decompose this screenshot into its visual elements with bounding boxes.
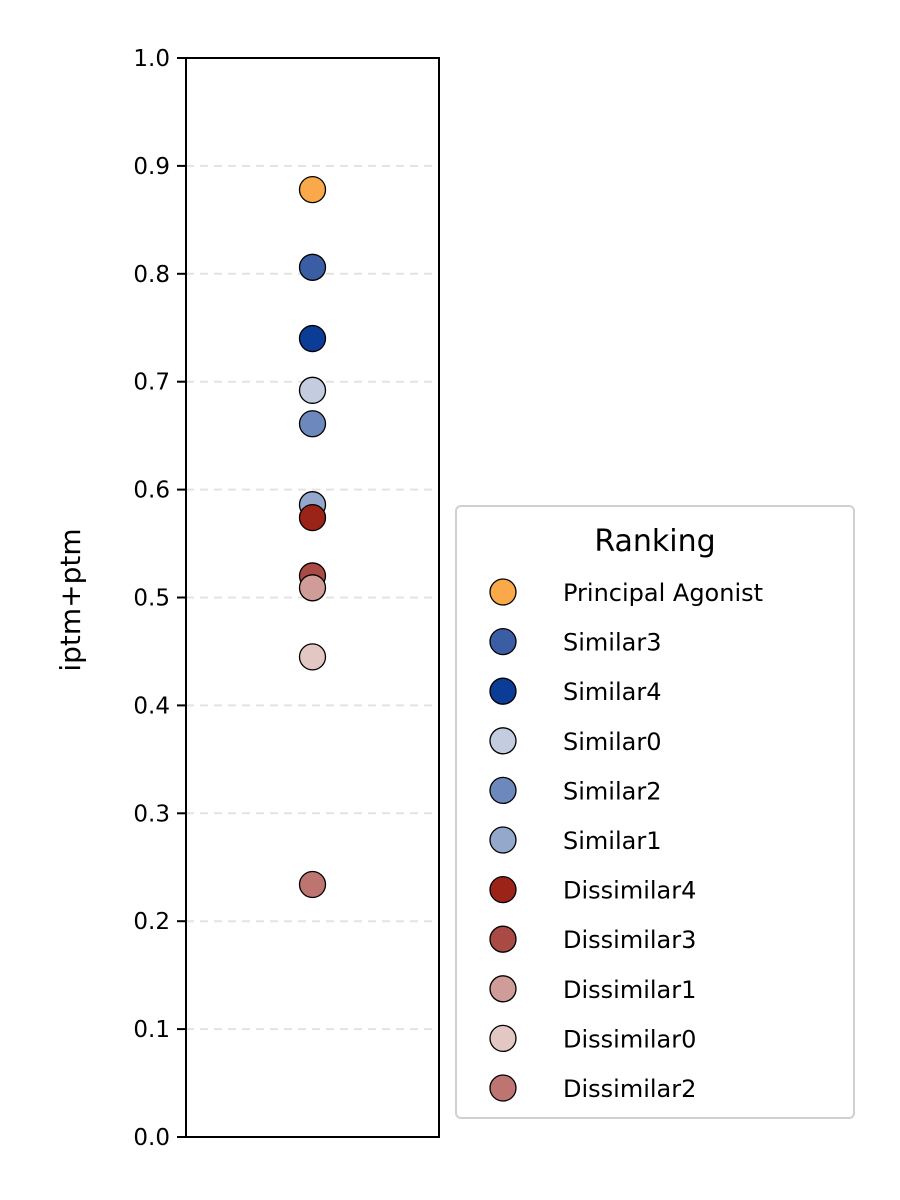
data-point (298, 376, 327, 404)
legend-label: Dissimilar4 (563, 877, 696, 905)
legend-item: Similar2 (489, 776, 661, 805)
data-point (298, 504, 327, 532)
legend-label: Similar4 (563, 678, 661, 706)
legend-marker (489, 677, 517, 705)
legend-item: Similar4 (489, 677, 661, 706)
y-tick-label: 0.8 (133, 262, 170, 288)
legend-label: Similar2 (563, 777, 661, 805)
data-points (298, 175, 327, 899)
legend-item: Dissimilar0 (489, 1024, 696, 1053)
y-tick-label: 0.0 (133, 1125, 170, 1151)
y-tick-label: 0.1 (133, 1017, 170, 1043)
data-point (298, 410, 327, 438)
y-axis: 0.0 0.1 0.2 0.3 0.4 0.5 0.6 0.7 0.8 0.9 1.0 (133, 46, 186, 1151)
y-tick-label: 0.9 (133, 154, 170, 180)
y-tick-label: 0.2 (133, 909, 170, 935)
legend-item: Similar0 (489, 727, 661, 756)
legend-marker (489, 1074, 517, 1102)
legend-label: Similar3 (563, 629, 661, 657)
y-axis-label: iptm+ptm (54, 528, 87, 671)
legend: Ranking Principal Agonist Similar3 Similar… (455, 505, 855, 1119)
legend-marker (489, 776, 517, 805)
legend-label: Similar0 (563, 728, 661, 756)
data-point (298, 175, 327, 204)
legend-item: Dissimilar3 (489, 925, 696, 954)
legend-frame (455, 505, 855, 1119)
legend-marker (489, 925, 517, 953)
legend-marker (489, 578, 517, 606)
legend-item: Principal Agonist (489, 578, 763, 607)
legend-marker (489, 875, 517, 904)
legend-title: Ranking (594, 524, 715, 559)
y-tick-label: 0.4 (133, 693, 170, 719)
legend-item: Similar3 (489, 627, 661, 657)
y-tick-label: 0.6 (133, 478, 170, 504)
data-point (298, 643, 327, 671)
legend-item: Dissimilar1 (489, 975, 696, 1004)
legend-marker (489, 727, 517, 755)
legend-items: Principal Agonist Similar3 Similar4 Similar… (489, 578, 763, 1103)
y-tick-label: 0.5 (133, 586, 170, 612)
legend-label: Principal Agonist (563, 579, 763, 607)
data-point (298, 324, 327, 353)
legend-label: Dissimilar1 (563, 976, 696, 1004)
y-tick-label: 1.0 (133, 46, 170, 72)
legend-marker (489, 627, 517, 656)
legend-label: Dissimilar2 (563, 1075, 696, 1103)
legend-marker (489, 1024, 517, 1053)
legend-marker (489, 826, 517, 854)
y-tick-label: 0.3 (133, 801, 170, 827)
data-point (298, 574, 327, 602)
data-point (298, 253, 327, 281)
legend-marker (489, 975, 517, 1003)
legend-item: Similar1 (489, 826, 661, 855)
legend-label: Dissimilar3 (563, 926, 696, 954)
legend-item: Dissimilar4 (489, 875, 696, 905)
legend-item: Dissimilar2 (489, 1074, 696, 1103)
data-point (298, 870, 327, 899)
legend-label: Dissimilar0 (563, 1025, 696, 1053)
legend-label: Similar1 (563, 827, 661, 855)
y-tick-label: 0.7 (133, 370, 170, 396)
